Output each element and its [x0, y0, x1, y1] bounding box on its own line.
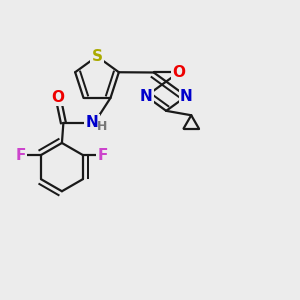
Text: N: N [85, 116, 98, 130]
Text: H: H [97, 120, 107, 133]
Text: F: F [98, 148, 108, 163]
Text: F: F [16, 148, 26, 163]
Text: O: O [51, 89, 64, 104]
Text: N: N [140, 89, 152, 104]
Text: S: S [92, 49, 103, 64]
Text: O: O [172, 65, 185, 80]
Text: N: N [180, 89, 193, 104]
